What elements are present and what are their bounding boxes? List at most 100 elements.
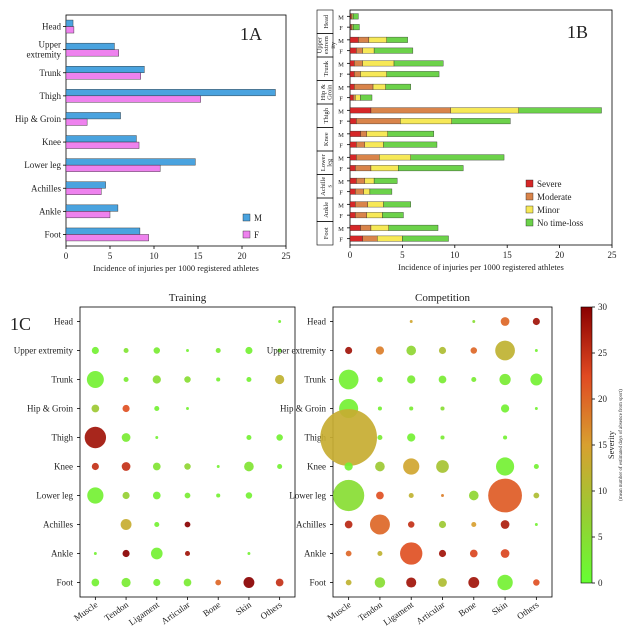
group-label: Thigh [323,107,330,123]
row-label: Trunk [304,375,326,385]
bar-segment [450,107,519,114]
colorbar-tick-label: 15 [598,440,608,450]
bar-m [65,112,121,120]
bubble [503,435,508,440]
bubble [245,346,253,355]
bubble [438,549,447,558]
column-label: Tendon [356,599,384,623]
bar-segment [349,177,357,184]
bar-m [65,66,145,73]
bar-segment [363,188,371,195]
group-label: Achille [320,177,327,196]
bar-f [65,188,102,195]
bubble [120,519,132,530]
row-label: Upper extremity [14,346,74,356]
bubble [400,542,423,565]
bubble [407,375,416,384]
bar-m [65,204,119,212]
x-tick-label: 15 [503,250,513,260]
group-label: ity [330,41,337,49]
x-tick-label: 0 [64,251,69,261]
bubble [277,463,283,470]
sex-label: M [338,226,344,233]
bubble [375,461,385,472]
column-label: Muscle [325,599,352,622]
sex-label: F [339,237,343,244]
bar-segment [518,107,602,114]
bubble [488,478,522,513]
group-label-wrap: Trunk [323,60,330,76]
bar-segment [400,118,452,125]
sex-label: F [339,143,343,150]
bubble [277,348,282,353]
bubble [533,492,540,499]
row-label: Knee [307,462,326,472]
category-label: Upper [39,40,62,50]
bar-f [65,211,111,219]
legend-swatch-m [242,213,251,222]
bubble [469,549,478,558]
bubble [533,579,540,586]
subplot-title: Training [169,292,207,304]
legend-swatch [525,218,534,227]
bubble [153,578,161,587]
bar-f [65,164,161,172]
bubble [345,550,352,557]
row-label: Lower leg [36,491,73,501]
row-label: Knee [54,462,73,472]
bar-segment [370,107,451,114]
x-tick-label: 25 [608,250,618,260]
group-label-wrap: Head [323,14,330,28]
bubble [91,462,99,471]
bar-m [65,227,141,235]
category-label: Ankle [39,206,61,216]
bubble [184,463,191,470]
bar-f [65,95,201,103]
bubble [121,433,131,442]
bubble [91,578,100,587]
bubble [338,369,359,390]
bar-f [65,72,142,80]
bubble [377,376,383,383]
bubble [495,457,515,476]
bar-segment [364,177,375,184]
bar-segment [349,118,357,125]
column-label: Skin [490,599,510,617]
legend-label: Severe [537,179,562,189]
bar-m [65,181,106,189]
bar-segment [364,141,384,148]
bar-segment [360,224,372,231]
bar-segment [355,94,361,101]
bubble [122,404,130,413]
row-label: Foot [56,578,73,588]
legend-swatch [525,205,534,214]
bubble [152,375,161,384]
panel-1c: 1C Training Head Upper extremity Trunk Hip & … [10,292,624,627]
sex-label: F [339,190,343,197]
bubble [375,346,385,355]
bubble [530,373,543,386]
bubble [441,494,444,497]
bar-segment [382,212,404,219]
bubble [186,349,189,352]
bar-m [65,89,276,97]
subplot-title: Competition [415,292,471,304]
colorbar-sublabel: (mean number of estimated days of absenc… [619,389,624,501]
bubble [183,578,192,587]
row-label: Hip & Groin [280,404,326,414]
bar-segment [349,71,355,78]
colorbar-tick-label: 10 [598,486,608,496]
bar-segment [349,107,372,114]
bubble [152,491,161,500]
category-label: Foot [44,229,61,239]
bar-segment [383,141,438,148]
category-label: Head [42,22,61,32]
bar-f [65,234,149,242]
panel-label: 1B [567,22,588,42]
bubble [472,320,476,323]
group-label: Knee [323,132,330,146]
bar-segment [355,201,368,208]
category-label: Lower leg [24,160,61,170]
group-label: s [327,185,334,188]
